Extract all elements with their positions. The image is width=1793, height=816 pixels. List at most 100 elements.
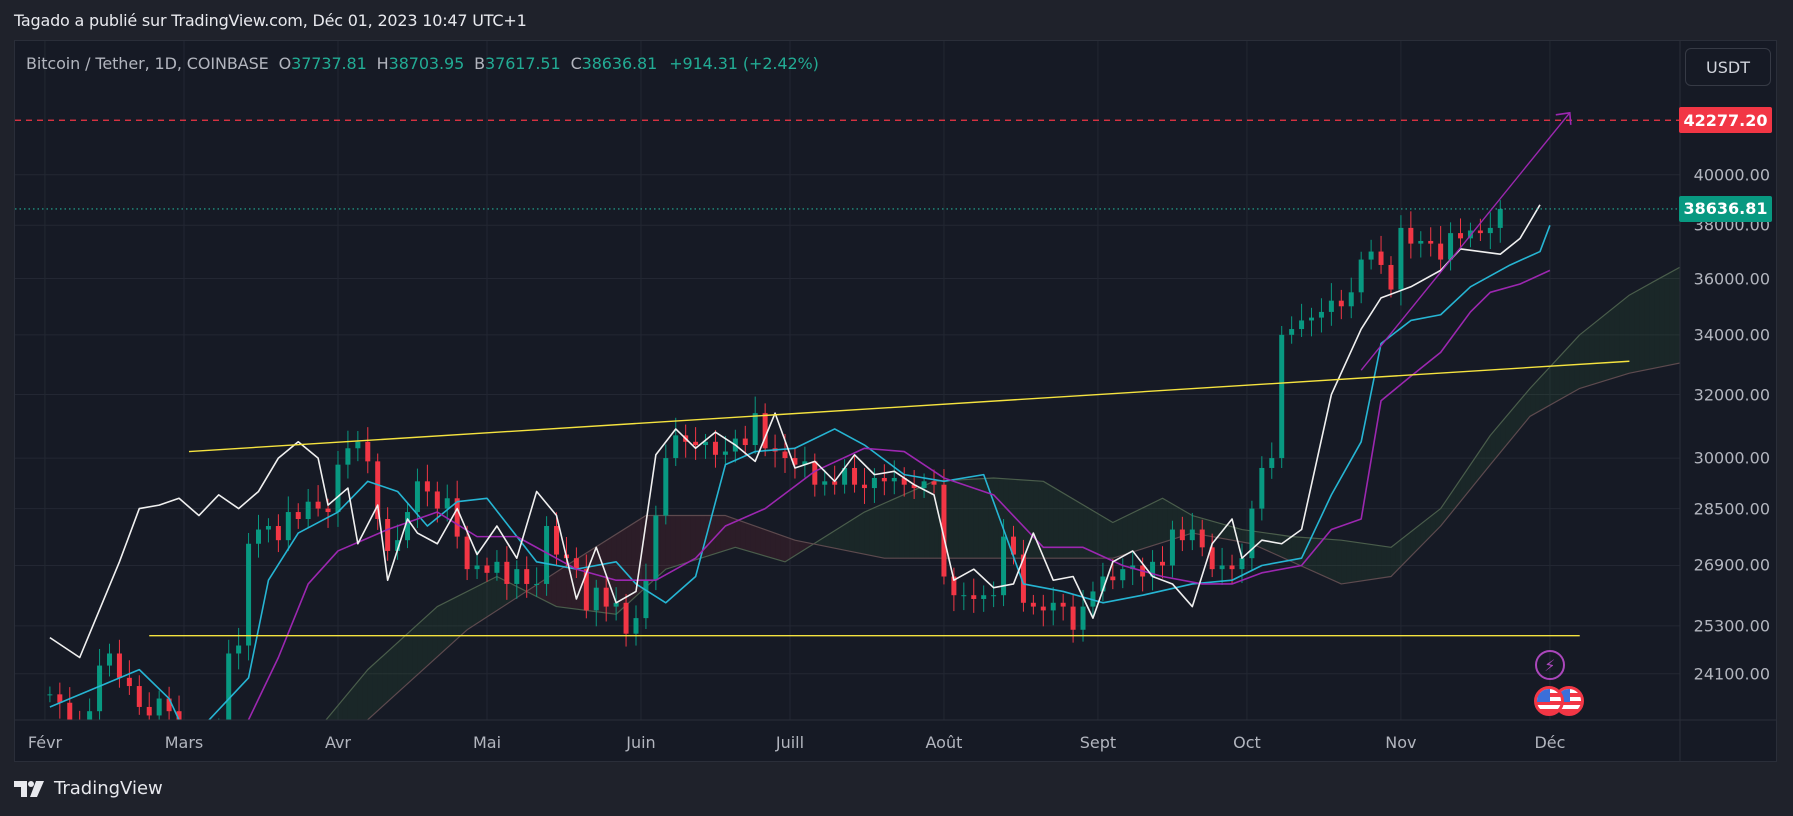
candle bbox=[494, 561, 500, 573]
candle bbox=[613, 602, 619, 607]
candle bbox=[226, 653, 232, 720]
candle bbox=[1289, 329, 1295, 335]
candle bbox=[146, 706, 152, 716]
candle bbox=[623, 602, 629, 634]
candle bbox=[981, 595, 987, 599]
candle bbox=[315, 501, 321, 509]
candle bbox=[256, 529, 262, 544]
price-axis-label: 25300.00 bbox=[1693, 616, 1770, 636]
candle bbox=[295, 512, 301, 520]
trendline bbox=[188, 360, 1630, 453]
candle bbox=[693, 441, 699, 446]
candle bbox=[57, 694, 63, 703]
candle bbox=[1259, 467, 1265, 509]
candle bbox=[911, 484, 917, 489]
candle bbox=[325, 508, 331, 513]
candle bbox=[1388, 264, 1394, 290]
candle bbox=[544, 526, 550, 584]
candle bbox=[1328, 300, 1334, 312]
candle bbox=[136, 686, 142, 707]
tenkan-line bbox=[49, 225, 1551, 720]
candle bbox=[464, 536, 470, 570]
candle bbox=[931, 481, 937, 485]
candle bbox=[633, 618, 639, 634]
candle bbox=[1438, 243, 1444, 260]
candle bbox=[1159, 561, 1165, 566]
candle bbox=[643, 580, 649, 619]
candle bbox=[87, 711, 93, 720]
price-axis-label: 30000.00 bbox=[1693, 448, 1770, 468]
candle bbox=[156, 698, 162, 716]
change-value: +914.31 (+2.42%) bbox=[669, 54, 819, 73]
candle bbox=[1448, 233, 1454, 260]
open-value: 37737.81 bbox=[291, 54, 367, 73]
candle bbox=[345, 448, 351, 465]
candle bbox=[414, 481, 420, 513]
arrow-head-icon bbox=[1555, 111, 1572, 125]
candle bbox=[663, 458, 669, 516]
candle bbox=[484, 565, 490, 573]
price-axis-label: 24100.00 bbox=[1693, 664, 1770, 684]
candle bbox=[1209, 547, 1215, 570]
candle bbox=[206, 786, 211, 816]
candle bbox=[752, 413, 758, 446]
chart-panel[interactable] bbox=[14, 40, 1777, 762]
candle bbox=[216, 728, 221, 816]
price-axis-label: 32000.00 bbox=[1693, 385, 1770, 405]
candle bbox=[285, 512, 291, 541]
candle bbox=[1130, 565, 1136, 570]
time-axis-label: Oct bbox=[1233, 733, 1261, 752]
time-axis-label: Mars bbox=[164, 733, 204, 752]
candle bbox=[653, 515, 659, 581]
candle bbox=[822, 481, 828, 485]
candle bbox=[1348, 292, 1354, 307]
candle bbox=[1487, 227, 1493, 234]
candle bbox=[742, 438, 748, 446]
candle bbox=[514, 569, 520, 584]
candle bbox=[1040, 606, 1046, 611]
candle bbox=[534, 583, 540, 585]
candle bbox=[991, 595, 997, 597]
candle bbox=[1239, 558, 1245, 570]
currency-button[interactable]: USDT bbox=[1685, 48, 1771, 86]
candle bbox=[603, 587, 609, 607]
low-value: 37617.51 bbox=[485, 54, 561, 73]
candle bbox=[852, 467, 858, 485]
candle bbox=[1378, 251, 1384, 265]
candle bbox=[67, 702, 73, 720]
candle bbox=[842, 467, 848, 485]
candle bbox=[1090, 591, 1096, 607]
candle bbox=[961, 595, 967, 597]
candle bbox=[871, 477, 877, 489]
candle bbox=[1458, 233, 1464, 239]
candle bbox=[1249, 508, 1255, 559]
us-flag-icon[interactable] bbox=[1533, 686, 1564, 716]
candle bbox=[365, 441, 371, 462]
candle bbox=[1150, 561, 1156, 577]
candle bbox=[1477, 230, 1483, 234]
candle bbox=[703, 441, 709, 446]
candle bbox=[385, 519, 391, 551]
candle bbox=[1358, 259, 1364, 293]
candle bbox=[573, 558, 579, 570]
candle bbox=[1110, 576, 1116, 581]
price-axis-label: 28500.00 bbox=[1693, 499, 1770, 519]
lightning-icon[interactable]: ⚡ bbox=[1534, 650, 1565, 680]
candle bbox=[305, 501, 311, 520]
candle bbox=[444, 498, 450, 509]
time-axis-label: Nov bbox=[1385, 733, 1417, 752]
symbol-name: Bitcoin / Tether, 1D, COINBASE bbox=[26, 54, 269, 73]
kijun-line bbox=[247, 269, 1551, 720]
candle bbox=[762, 413, 768, 449]
candle bbox=[116, 653, 122, 678]
candle bbox=[106, 653, 112, 666]
candle bbox=[971, 595, 977, 599]
candle bbox=[335, 464, 341, 513]
candle bbox=[1070, 606, 1076, 630]
time-axis-label: Févr bbox=[27, 733, 63, 752]
footer-brand[interactable]: TradingView bbox=[14, 778, 163, 799]
candle bbox=[782, 451, 788, 459]
comparison-line bbox=[49, 204, 1541, 659]
published-by-text: Tagado a publié sur TradingView.com, Déc… bbox=[14, 11, 527, 30]
